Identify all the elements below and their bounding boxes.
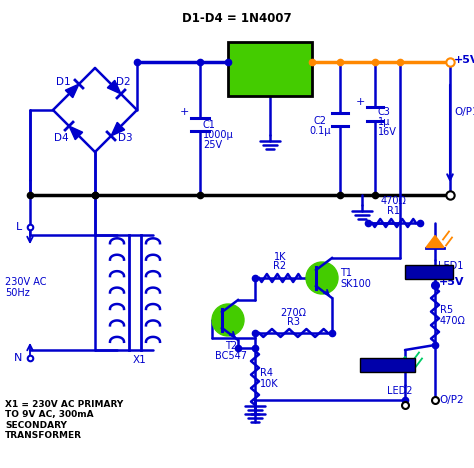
- Text: R1: R1: [388, 206, 401, 216]
- Text: SK100: SK100: [340, 279, 371, 289]
- Polygon shape: [426, 235, 444, 248]
- Text: 0.1μ: 0.1μ: [309, 125, 331, 136]
- Text: 1000μ: 1000μ: [203, 130, 234, 140]
- Polygon shape: [111, 122, 125, 136]
- Text: N: N: [14, 353, 22, 363]
- Polygon shape: [69, 126, 82, 139]
- Text: 7805: 7805: [245, 65, 295, 83]
- Text: R3: R3: [287, 317, 300, 327]
- Text: O/P2: O/P2: [439, 395, 464, 405]
- Text: C1: C1: [203, 120, 216, 130]
- Text: D1-D4 = 1N4007: D1-D4 = 1N4007: [182, 12, 292, 24]
- Bar: [405, 265, 453, 279]
- Text: 10K: 10K: [260, 379, 279, 389]
- Text: O/P1: O/P1: [454, 107, 474, 117]
- Text: BC547: BC547: [215, 351, 247, 361]
- Text: L: L: [16, 222, 22, 232]
- Text: OUT: OUT: [288, 44, 307, 53]
- Text: 1K: 1K: [274, 252, 286, 262]
- Text: 25V: 25V: [203, 140, 222, 150]
- Text: +: +: [179, 107, 189, 117]
- Text: 1: 1: [236, 52, 242, 61]
- Text: 470Ω: 470Ω: [381, 196, 407, 206]
- Text: LED1: LED1: [438, 261, 464, 271]
- Text: 3: 3: [298, 52, 304, 61]
- Text: LED2: LED2: [387, 386, 413, 396]
- Text: C2: C2: [313, 116, 327, 125]
- Text: +: +: [356, 97, 365, 107]
- Text: +5V: +5V: [439, 277, 465, 287]
- Text: SHORT: SHORT: [410, 267, 447, 277]
- Text: 1μ: 1μ: [378, 117, 391, 127]
- Text: D4: D4: [54, 133, 68, 143]
- Text: R4: R4: [260, 368, 273, 378]
- Text: 2: 2: [267, 89, 273, 98]
- Circle shape: [306, 262, 338, 294]
- Bar: [228, 42, 312, 96]
- Polygon shape: [396, 357, 414, 368]
- Text: 16V: 16V: [378, 127, 397, 137]
- Bar: [360, 358, 415, 372]
- Text: T2: T2: [225, 341, 237, 351]
- Text: R2: R2: [273, 261, 287, 271]
- Circle shape: [212, 304, 244, 336]
- Text: +5V: +5V: [454, 55, 474, 65]
- Text: R5: R5: [440, 305, 453, 315]
- Text: D2: D2: [116, 77, 130, 87]
- Text: T1: T1: [340, 268, 352, 278]
- Text: COM: COM: [259, 81, 281, 90]
- Text: D1: D1: [55, 77, 70, 87]
- Text: C3: C3: [378, 107, 391, 117]
- Text: 270Ω: 270Ω: [281, 308, 307, 318]
- Text: X1 = 230V AC PRIMARY
TO 9V AC, 300mA
SECONDARY
TRANSFORMER: X1 = 230V AC PRIMARY TO 9V AC, 300mA SEC…: [5, 400, 123, 440]
- Text: X1: X1: [133, 355, 147, 365]
- Text: D3: D3: [118, 133, 132, 143]
- Polygon shape: [65, 84, 79, 98]
- Text: IN: IN: [233, 44, 242, 53]
- Text: OUTPUT: OUTPUT: [365, 360, 410, 370]
- Text: 470Ω: 470Ω: [440, 316, 466, 326]
- Text: 230V AC
50Hz: 230V AC 50Hz: [5, 277, 46, 298]
- Text: IC1: IC1: [257, 50, 283, 64]
- Polygon shape: [107, 80, 121, 94]
